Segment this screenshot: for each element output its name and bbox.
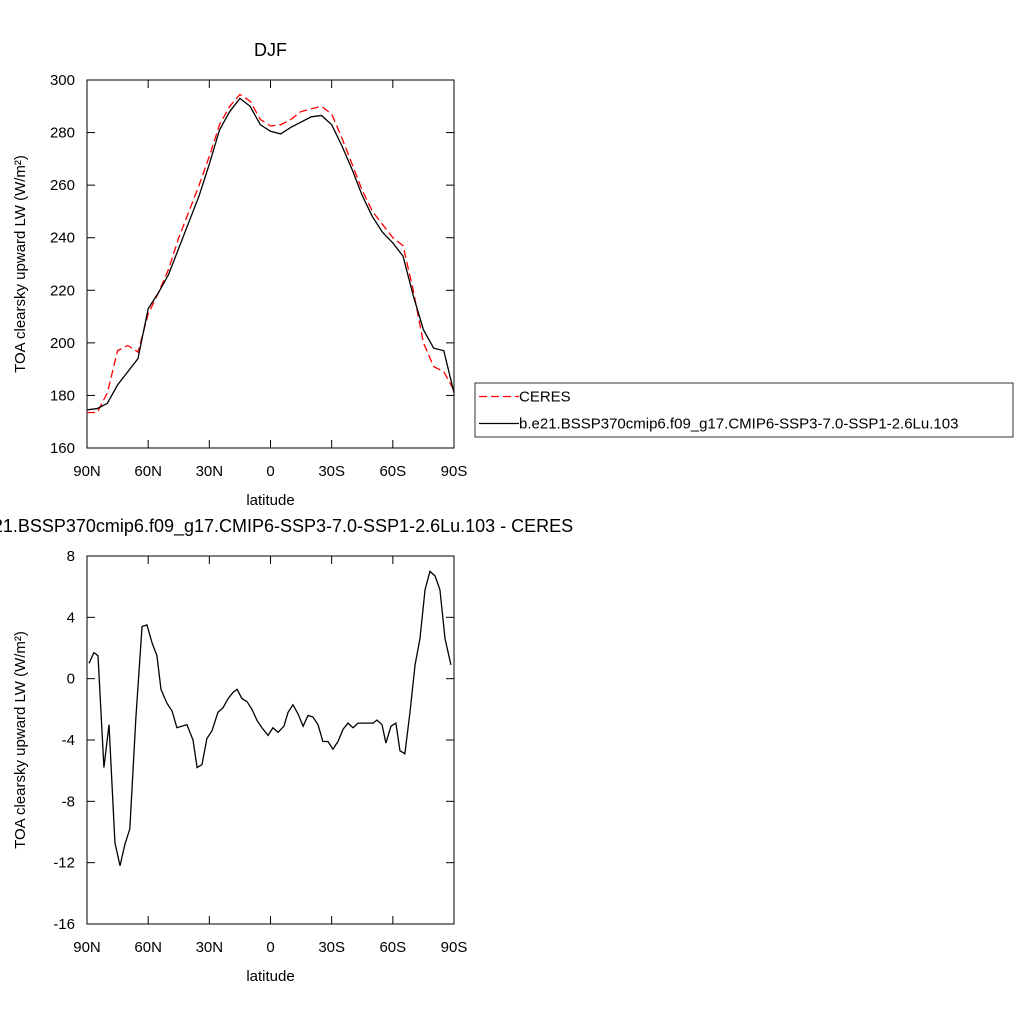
y-tick-label: -8	[62, 793, 75, 810]
line-series	[86, 97, 455, 411]
chart-title: b.e21.BSSP370cmip6.f09_g17.CMIP6-SSP3-7.…	[0, 516, 573, 537]
x-tick-label: 90N	[73, 939, 101, 956]
plot-frame	[86, 555, 455, 925]
x-tick-label: 60S	[379, 463, 406, 480]
chart-title: DJF	[254, 40, 287, 60]
legend-label: b.e21.BSSP370cmip6.f09_g17.CMIP6-SSP3-7.…	[519, 416, 958, 433]
y-tick-label: 280	[50, 125, 75, 142]
y-tick-label: 160	[50, 440, 75, 457]
y-tick-label: -12	[53, 855, 75, 872]
y-tick-label: 0	[67, 671, 75, 688]
x-tick-label: 30N	[196, 939, 224, 956]
y-tick-label: 8	[67, 548, 75, 565]
x-tick-label: 90S	[441, 939, 468, 956]
y-tick-label: -4	[62, 732, 75, 749]
line-series	[87, 93, 455, 414]
y-tick-label: -16	[53, 916, 75, 933]
x-tick-label: 60S	[379, 939, 406, 956]
plot-frame	[86, 79, 455, 449]
x-tick-label: 60N	[134, 463, 162, 480]
x-tick-label: 90S	[441, 463, 468, 480]
x-tick-label: 60N	[134, 939, 162, 956]
x-tick-label: 0	[266, 463, 274, 480]
y-tick-label: 200	[50, 335, 75, 352]
y-tick-label: 240	[50, 230, 75, 247]
x-tick-label: 30S	[318, 939, 345, 956]
y-tick-label: 4	[67, 609, 75, 626]
x-tick-label: 30S	[318, 463, 345, 480]
y-axis-title: TOA clearsky upward LW (W/m²)	[12, 155, 29, 373]
y-tick-label: 180	[50, 387, 75, 404]
x-tick-label: 30N	[196, 463, 224, 480]
legend-label: CERES	[519, 389, 571, 406]
y-tick-label: 220	[50, 282, 75, 299]
line-series	[88, 570, 452, 866]
y-tick-label: 300	[50, 72, 75, 89]
y-tick-label: 260	[50, 177, 75, 194]
legend-box	[474, 382, 1014, 438]
y-axis-title: TOA clearsky upward LW (W/m²)	[12, 631, 29, 849]
x-tick-label: 0	[266, 939, 274, 956]
x-tick-label: 90N	[73, 463, 101, 480]
x-axis-title: latitude	[246, 492, 294, 509]
x-axis-title: latitude	[246, 968, 294, 985]
